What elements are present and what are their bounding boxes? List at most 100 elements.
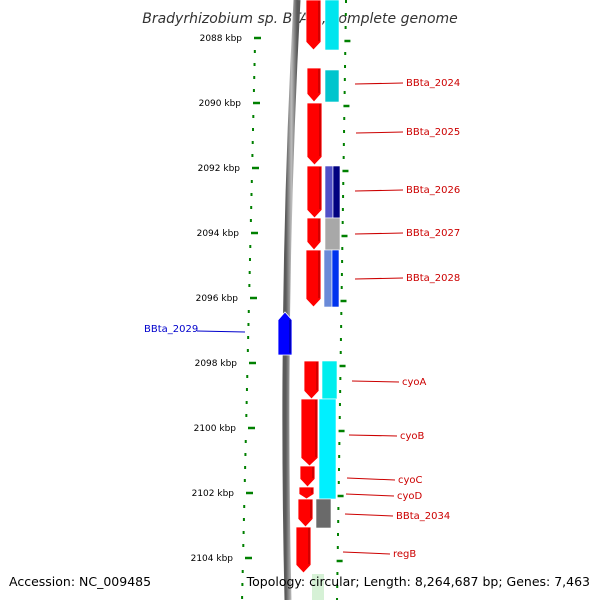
gene-label[interactable]: BBta_2029	[144, 324, 198, 335]
gene-arrow[interactable]	[306, 165, 323, 219]
gene-leader-line	[354, 277, 404, 280]
scale-minor-tick	[241, 583, 244, 586]
scale-tick-label: 2104 kbp	[191, 554, 234, 564]
scale-minor-tick	[251, 154, 254, 157]
scale-minor-tick	[244, 466, 247, 469]
gene-label-track: BBta_2024 BBta_2025 BBta_2026 BBta_2027 BBta…	[144, 78, 460, 560]
inner-minor-tick	[338, 442, 341, 445]
inner-minor-tick	[344, 65, 347, 68]
accession-text: Accession: NC_009485	[9, 574, 151, 589]
cog-block	[324, 165, 334, 219]
gene-arrow[interactable]	[306, 67, 322, 103]
gene-leader-line	[348, 434, 398, 437]
inner-minor-tick	[340, 273, 343, 276]
scale-minor-tick	[245, 414, 248, 417]
scale-minor-tick	[252, 128, 255, 131]
inner-minor-tick	[336, 598, 339, 600]
gene-arrow[interactable]	[298, 486, 315, 500]
scale-tick-label: 2100 kbp	[194, 424, 237, 434]
gene-label[interactable]: BBta_2034	[396, 511, 450, 522]
gene-arrow[interactable]	[303, 360, 320, 400]
scale-minor-tick	[250, 206, 253, 209]
gene-leader-line	[345, 493, 395, 497]
inner-minor-tick	[337, 520, 340, 523]
scale-minor-tick	[242, 518, 245, 521]
gene-arrow[interactable]	[306, 102, 323, 166]
gene-leader-line	[354, 232, 404, 235]
inner-minor-tick	[339, 338, 342, 341]
scale-minor-tick	[250, 180, 253, 183]
gene-label[interactable]: BBta_2027	[406, 228, 460, 239]
inner-minor-tick	[339, 351, 342, 354]
gene-arrow[interactable]	[297, 498, 314, 528]
gene-leader-line	[346, 477, 396, 481]
inner-minor-tick	[340, 312, 343, 315]
inner-minor-tick	[341, 260, 344, 263]
scale-minor-tick	[249, 245, 252, 248]
gene-label[interactable]: BBta_2028	[406, 273, 460, 284]
inner-minor-tick	[344, 26, 347, 29]
gene-arrow[interactable]	[305, 0, 322, 51]
inner-minor-tick	[343, 117, 346, 120]
cog-block	[324, 0, 340, 51]
gene-leader-line	[351, 380, 400, 383]
cog-block	[321, 360, 338, 400]
gene-leader-line	[196, 330, 246, 333]
cog-block	[318, 398, 337, 500]
cog-block	[324, 217, 341, 251]
inner-minor-tick	[340, 286, 343, 289]
scale-minor-tick	[252, 89, 255, 92]
inner-tick-track	[336, 0, 351, 600]
scale-minor-tick	[250, 193, 253, 196]
scale-minor-tick	[245, 388, 248, 391]
cog-block	[324, 69, 340, 103]
gene-arrow[interactable]	[277, 311, 293, 356]
scale-minor-tick	[243, 505, 246, 508]
inner-minor-tick	[343, 78, 346, 81]
gene-label[interactable]: BBta_2025	[406, 127, 460, 138]
gene-arrow[interactable]	[295, 526, 312, 574]
scale-minor-tick	[248, 284, 251, 287]
gene-track	[277, 0, 323, 574]
inner-minor-tick	[340, 325, 343, 328]
gene-label[interactable]: BBta_2024	[406, 78, 460, 89]
gene-arrow[interactable]	[306, 217, 322, 251]
cog-block	[331, 249, 340, 308]
scale-minor-tick	[252, 115, 255, 118]
cog-block	[332, 165, 341, 219]
gene-label[interactable]: cyoB	[400, 431, 425, 442]
gene-arrow[interactable]	[300, 398, 319, 467]
inner-minor-tick	[337, 481, 340, 484]
inner-minor-tick	[342, 195, 345, 198]
gene-arrow[interactable]	[305, 249, 322, 308]
topology-text: Topology: circular; Length: 8,264,687 bp…	[246, 574, 590, 589]
inner-minor-tick	[339, 377, 342, 380]
inner-minor-tick	[342, 182, 345, 185]
gene-leader-line	[344, 513, 394, 517]
scale-minor-tick	[253, 76, 256, 79]
inner-minor-tick	[338, 455, 341, 458]
inner-minor-tick	[339, 390, 342, 393]
gene-arrow[interactable]	[299, 465, 316, 488]
gene-leader-line	[354, 82, 404, 85]
gene-label[interactable]: regB	[393, 549, 416, 560]
inner-minor-tick	[336, 572, 339, 575]
inner-minor-tick	[342, 143, 345, 146]
gene-leader-line	[354, 189, 404, 192]
cog-block	[312, 574, 324, 600]
gene-label[interactable]: BBta_2026	[406, 185, 460, 196]
gene-label[interactable]: cyoA	[402, 377, 427, 388]
gene-label[interactable]: cyoD	[397, 491, 423, 502]
scale-minor-tick	[243, 479, 246, 482]
inner-minor-tick	[345, 0, 347, 3]
scale-tick-label: 2088 kbp	[200, 34, 243, 44]
inner-minor-tick	[341, 247, 344, 250]
inner-minor-tick	[337, 468, 340, 471]
inner-minor-tick	[338, 403, 341, 406]
gene-label[interactable]: cyoC	[398, 475, 423, 486]
inner-minor-tick	[344, 13, 347, 16]
inner-minor-tick	[343, 91, 346, 94]
gene-leader-line	[355, 131, 404, 134]
cog-block	[315, 498, 332, 529]
